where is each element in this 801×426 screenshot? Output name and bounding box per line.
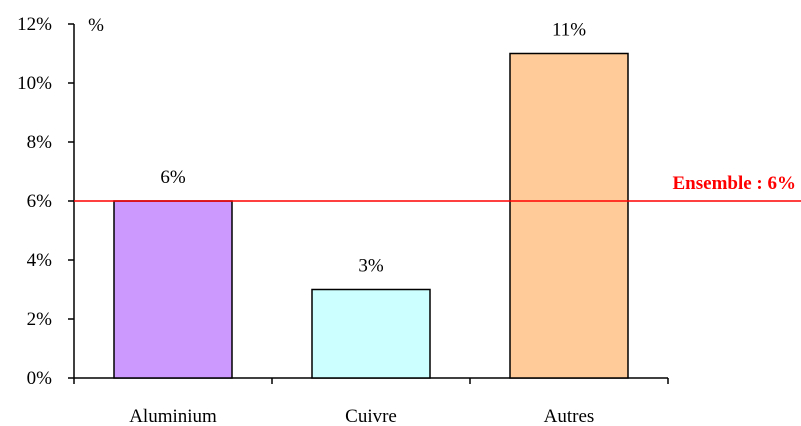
category-label: Cuivre	[345, 406, 397, 426]
y-tick-label: 2%	[27, 309, 53, 330]
y-tick-label: 4%	[27, 250, 53, 271]
y-tick-label: 0%	[27, 368, 53, 389]
y-ticks: 0% 2% 4% 6% 8% 10% 12%	[17, 14, 74, 389]
reference-line-label: Ensemble : 6%	[673, 173, 797, 194]
category-label: Aluminium	[129, 406, 217, 426]
y-tick-label: 10%	[17, 73, 52, 94]
category-labels: Aluminium Cuivre Autres	[129, 406, 594, 426]
data-label: 3%	[358, 256, 384, 277]
data-label: 11%	[552, 20, 586, 41]
bar-cuivre	[311, 288, 431, 379]
bar-aluminium	[113, 200, 233, 379]
y-tick-label: 8%	[27, 132, 53, 153]
x-ticks	[73, 378, 669, 384]
data-labels: 6% 3% 11%	[160, 20, 586, 277]
bar-autres	[509, 52, 629, 379]
y-tick-label: 12%	[17, 14, 52, 35]
y-unit-label: %	[88, 15, 104, 36]
bars	[113, 52, 629, 379]
data-label: 6%	[160, 167, 186, 188]
category-label: Autres	[544, 406, 595, 426]
y-tick-label: 6%	[27, 191, 53, 212]
